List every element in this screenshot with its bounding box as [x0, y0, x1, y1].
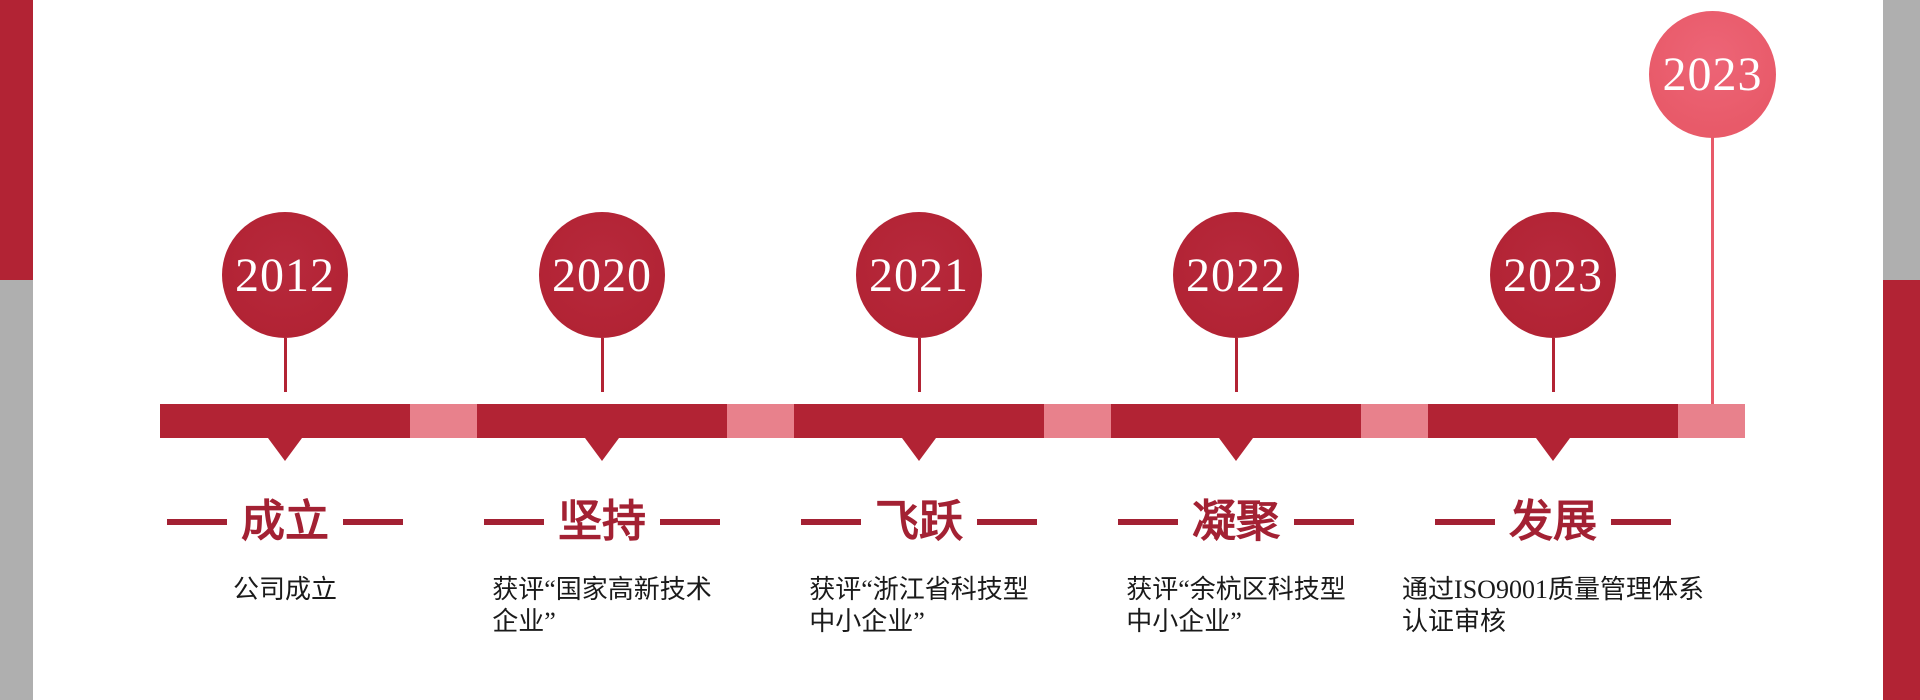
left-edge-gray-segment — [0, 280, 33, 700]
milestone-description-text: 公司成立 — [232, 575, 337, 604]
timeline-bar-dark-segment — [1111, 404, 1361, 438]
milestone-label-row: 坚持 — [477, 498, 727, 546]
label-dash-right — [1294, 519, 1354, 525]
milestone-label-row: 飞跃 — [794, 498, 1044, 546]
milestone-column: 2012 成立 公司成立 — [160, 0, 477, 700]
label-dash-right — [1611, 519, 1671, 525]
label-dash-left — [801, 519, 861, 525]
bubble-stem — [1552, 338, 1555, 392]
milestone-description: 获评“浙江省科技型 中小企业” — [759, 574, 1079, 638]
year-bubble: 2020 — [539, 212, 665, 338]
bubble-stem — [1235, 338, 1238, 392]
timeline-pointer-triangle — [1219, 438, 1253, 461]
bubble-stem — [284, 338, 287, 392]
timeline-bar-dark-segment — [477, 404, 727, 438]
timeline-bar-dark-segment — [160, 404, 410, 438]
timeline-bar-pink-segment — [727, 404, 794, 438]
milestone-description: 公司成立 — [125, 574, 445, 606]
year-bubble: 2012 — [222, 212, 348, 338]
milestone-label-row: 发展 — [1428, 498, 1678, 546]
milestone-description: 获评“余杭区科技型 中小企业” — [1076, 574, 1396, 638]
highlight-stem-line — [1711, 136, 1714, 406]
label-dash-left — [1118, 519, 1178, 525]
timeline-pointer-triangle — [902, 438, 936, 461]
left-edge-red-segment — [0, 0, 33, 280]
timeline-pointer-triangle — [268, 438, 302, 461]
left-edge-bar — [0, 0, 33, 700]
milestone-label: 飞跃 — [875, 497, 963, 546]
milestone-column: 2022 凝聚 获评“余杭区科技型 中小企业” — [1111, 0, 1428, 700]
milestone-description: 通过ISO9001质量管理体系 认证审核 — [1393, 574, 1713, 638]
milestone-description-text: 通过ISO9001质量管理体系 认证审核 — [1402, 575, 1704, 636]
year-bubble: 2021 — [856, 212, 982, 338]
bubble-stem — [601, 338, 604, 392]
milestone-label: 发展 — [1509, 497, 1597, 546]
label-dash-left — [484, 519, 544, 525]
milestone-label: 坚持 — [558, 497, 646, 546]
milestone-label-row: 凝聚 — [1111, 498, 1361, 546]
timeline-bar-pink-segment — [410, 404, 477, 438]
milestone-description-text: 获评“余杭区科技型 中小企业” — [1126, 575, 1346, 636]
timeline-bar-dark-segment — [794, 404, 1044, 438]
milestone-description-text: 获评“浙江省科技型 中小企业” — [809, 575, 1029, 636]
bubble-stem — [918, 338, 921, 392]
label-dash-left — [167, 519, 227, 525]
timeline-bar-pink-segment — [1361, 404, 1428, 438]
timeline-bar-pink-segment — [1678, 404, 1745, 438]
label-dash-right — [660, 519, 720, 525]
milestone-column: 2020 坚持 获评“国家高新技术 企业” — [477, 0, 794, 700]
milestone-description-text: 获评“国家高新技术 企业” — [492, 575, 712, 636]
label-dash-right — [977, 519, 1037, 525]
highlight-year-bubble: 2023 — [1649, 11, 1776, 138]
milestone-column: 2023 发展 通过ISO9001质量管理体系 认证审核 — [1402, 0, 1745, 700]
label-dash-left — [1435, 519, 1495, 525]
milestone-label: 成立 — [241, 497, 329, 546]
timeline-pointer-triangle — [585, 438, 619, 461]
milestone-label-row: 成立 — [160, 498, 410, 546]
year-bubble: 2022 — [1173, 212, 1299, 338]
timeline-bar-pink-segment — [1044, 404, 1111, 438]
timeline-pointer-triangle — [1536, 438, 1570, 461]
milestone-label: 凝聚 — [1192, 497, 1280, 546]
right-edge-bar — [1883, 0, 1920, 700]
milestone-description: 获评“国家高新技术 企业” — [442, 574, 762, 638]
milestone-column: 2021 飞跃 获评“浙江省科技型 中小企业” — [794, 0, 1111, 700]
right-edge-red-segment — [1883, 280, 1920, 700]
right-edge-gray-segment — [1883, 0, 1920, 280]
timeline-bar-dark-segment — [1428, 404, 1678, 438]
year-bubble: 2023 — [1490, 212, 1616, 338]
label-dash-right — [343, 519, 403, 525]
